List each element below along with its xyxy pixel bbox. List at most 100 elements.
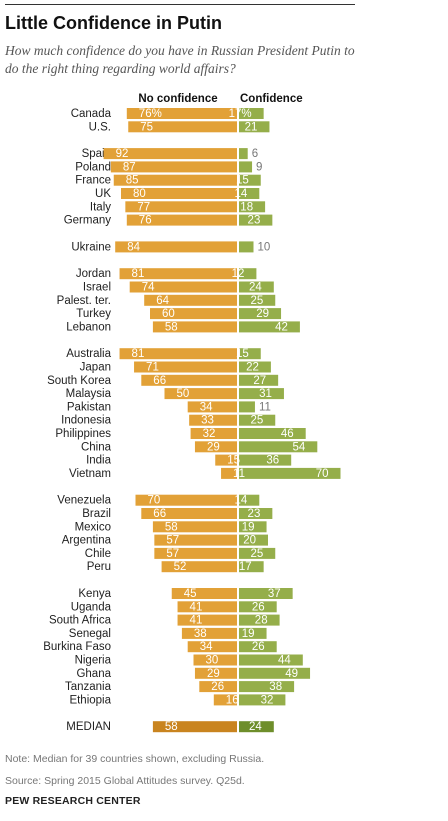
value-no-confidence-uganda: 41 bbox=[190, 601, 203, 613]
bar-no-confidence-ukraine bbox=[115, 241, 237, 253]
country-label-turkey: Turkey bbox=[76, 308, 111, 320]
bar-confidence-philippines bbox=[239, 428, 306, 439]
value-no-confidence-lebanon: 58 bbox=[165, 321, 178, 333]
bar-no-confidence-median bbox=[152, 721, 237, 733]
value-confidence-nigeria: 44 bbox=[278, 655, 291, 667]
bar-confidence-chile bbox=[239, 547, 276, 559]
bar-no-confidence-italy bbox=[125, 201, 237, 213]
value-confidence-japan: 22 bbox=[246, 362, 259, 374]
value-confidence-south-africa: 28 bbox=[255, 615, 268, 627]
value-no-confidence-ghana: 29 bbox=[207, 668, 220, 680]
value-confidence-ukraine: 10 bbox=[258, 241, 271, 253]
country-label-canada: Canada bbox=[71, 108, 112, 120]
country-label-philippines: Philippines bbox=[55, 428, 111, 440]
bar-no-confidence-palest-ter bbox=[144, 294, 237, 306]
bar-no-confidence-south-africa bbox=[177, 614, 237, 626]
chart-note: Note: Median for 39 countries shown, exc… bbox=[5, 752, 265, 765]
value-confidence-malaysia: 31 bbox=[259, 388, 272, 400]
value-confidence-uk: 14 bbox=[235, 188, 248, 200]
bar-no-confidence-peru bbox=[161, 561, 237, 573]
value-confidence-palest-ter: 25 bbox=[250, 295, 263, 307]
country-label-poland: Poland bbox=[75, 161, 111, 173]
bar-confidence-palest-ter bbox=[239, 294, 276, 306]
country-label-palest-ter: Palest. ter. bbox=[57, 295, 111, 307]
country-label-argentina: Argentina bbox=[62, 535, 112, 547]
country-label-china: China bbox=[81, 441, 112, 453]
bar-no-confidence-senegal bbox=[181, 627, 237, 639]
value-confidence-tanzania: 38 bbox=[269, 681, 282, 693]
country-label-pakistan: Pakistan bbox=[67, 401, 111, 413]
bar-confidence-poland bbox=[239, 161, 253, 173]
value-no-confidence-uk: 80 bbox=[133, 188, 146, 200]
value-no-confidence-jordan: 81 bbox=[132, 268, 145, 280]
bar-confidence-nigeria bbox=[239, 654, 303, 666]
value-confidence-india: 36 bbox=[266, 455, 279, 467]
bar-no-confidence-ethiopia bbox=[213, 694, 237, 706]
value-no-confidence-pakistan: 34 bbox=[200, 401, 213, 413]
bar-confidence-south-korea bbox=[239, 374, 279, 386]
value-no-confidence-mexico: 58 bbox=[165, 521, 178, 533]
bar-confidence-uganda bbox=[239, 601, 277, 613]
bar-confidence-canada bbox=[239, 108, 264, 119]
value-confidence-vietnam: 70 bbox=[316, 468, 329, 480]
value-no-confidence-china: 29 bbox=[207, 441, 220, 453]
value-confidence-uganda: 26 bbox=[252, 601, 265, 613]
value-confidence-chile: 25 bbox=[250, 548, 263, 560]
bar-no-confidence-nigeria bbox=[193, 654, 237, 666]
value-no-confidence-japan: 71 bbox=[146, 362, 159, 374]
value-no-confidence-malaysia: 50 bbox=[177, 388, 190, 400]
bar-no-confidence-china bbox=[194, 441, 237, 453]
bar-no-confidence-japan bbox=[134, 361, 237, 373]
bar-no-confidence-malaysia bbox=[164, 388, 237, 400]
bar-no-confidence-indonesia bbox=[189, 414, 237, 426]
bar-confidence-brazil bbox=[239, 508, 273, 519]
country-label-japan: Japan bbox=[80, 362, 111, 374]
bar-no-confidence-vietnam bbox=[221, 467, 237, 479]
country-label-france: France bbox=[75, 175, 111, 187]
value-no-confidence-israel: 74 bbox=[142, 282, 155, 294]
country-label-uganda: Uganda bbox=[71, 601, 112, 613]
bar-confidence-tanzania bbox=[239, 681, 295, 693]
country-label-malaysia: Malaysia bbox=[66, 388, 112, 400]
value-no-confidence-india: 15 bbox=[227, 455, 240, 467]
country-label-kenya: Kenya bbox=[78, 588, 111, 600]
country-label-uk: UK bbox=[95, 188, 111, 200]
bar-no-confidence-germany bbox=[126, 214, 237, 226]
value-no-confidence-venezuela: 70 bbox=[148, 495, 161, 507]
value-confidence-argentina: 20 bbox=[243, 535, 256, 547]
chart-subtitle: How much confidence do you have in Russi… bbox=[5, 43, 355, 76]
bar-confidence-japan bbox=[239, 361, 271, 373]
country-label-nigeria: Nigeria bbox=[75, 655, 112, 667]
value-no-confidence-palest-ter: 64 bbox=[156, 295, 169, 307]
value-confidence-kenya: 37 bbox=[268, 588, 281, 600]
value-no-confidence-turkey: 60 bbox=[162, 308, 175, 320]
country-label-israel: Israel bbox=[83, 282, 111, 294]
bar-no-confidence-brazil bbox=[141, 508, 237, 519]
value-confidence-spain: 6 bbox=[252, 148, 258, 160]
value-no-confidence-nigeria: 30 bbox=[206, 655, 219, 667]
bar-confidence-uk bbox=[239, 188, 260, 199]
bar-confidence-kenya bbox=[239, 588, 293, 599]
country-label-median: MEDIAN bbox=[66, 721, 111, 733]
bar-no-confidence-uganda bbox=[177, 601, 237, 613]
value-confidence-peru: 17 bbox=[239, 561, 252, 573]
legend-confidence: Confidence bbox=[240, 93, 303, 105]
bar-confidence-malaysia bbox=[239, 388, 284, 400]
value-no-confidence-south-korea: 66 bbox=[153, 375, 166, 387]
country-label-peru: Peru bbox=[87, 561, 111, 573]
country-label-ukraine: Ukraine bbox=[71, 241, 111, 253]
bar-confidence-spain bbox=[239, 148, 248, 160]
value-no-confidence-argentina: 57 bbox=[166, 535, 179, 547]
bar-confidence-ghana bbox=[239, 667, 311, 679]
value-no-confidence-france: 85 bbox=[126, 175, 139, 187]
country-label-vietnam: Vietnam bbox=[69, 468, 111, 480]
value-confidence-france: 15 bbox=[236, 175, 249, 187]
value-confidence-pakistan: 11 bbox=[259, 401, 271, 413]
legend-no-confidence: No confidence bbox=[138, 93, 218, 105]
value-confidence-median: 24 bbox=[249, 721, 262, 733]
bar-no-confidence-ghana bbox=[194, 667, 237, 679]
country-label-chile: Chile bbox=[85, 548, 111, 560]
bar-confidence-peru bbox=[239, 561, 264, 573]
value-no-confidence-south-africa: 41 bbox=[190, 615, 203, 627]
value-no-confidence-australia: 81 bbox=[132, 348, 145, 360]
